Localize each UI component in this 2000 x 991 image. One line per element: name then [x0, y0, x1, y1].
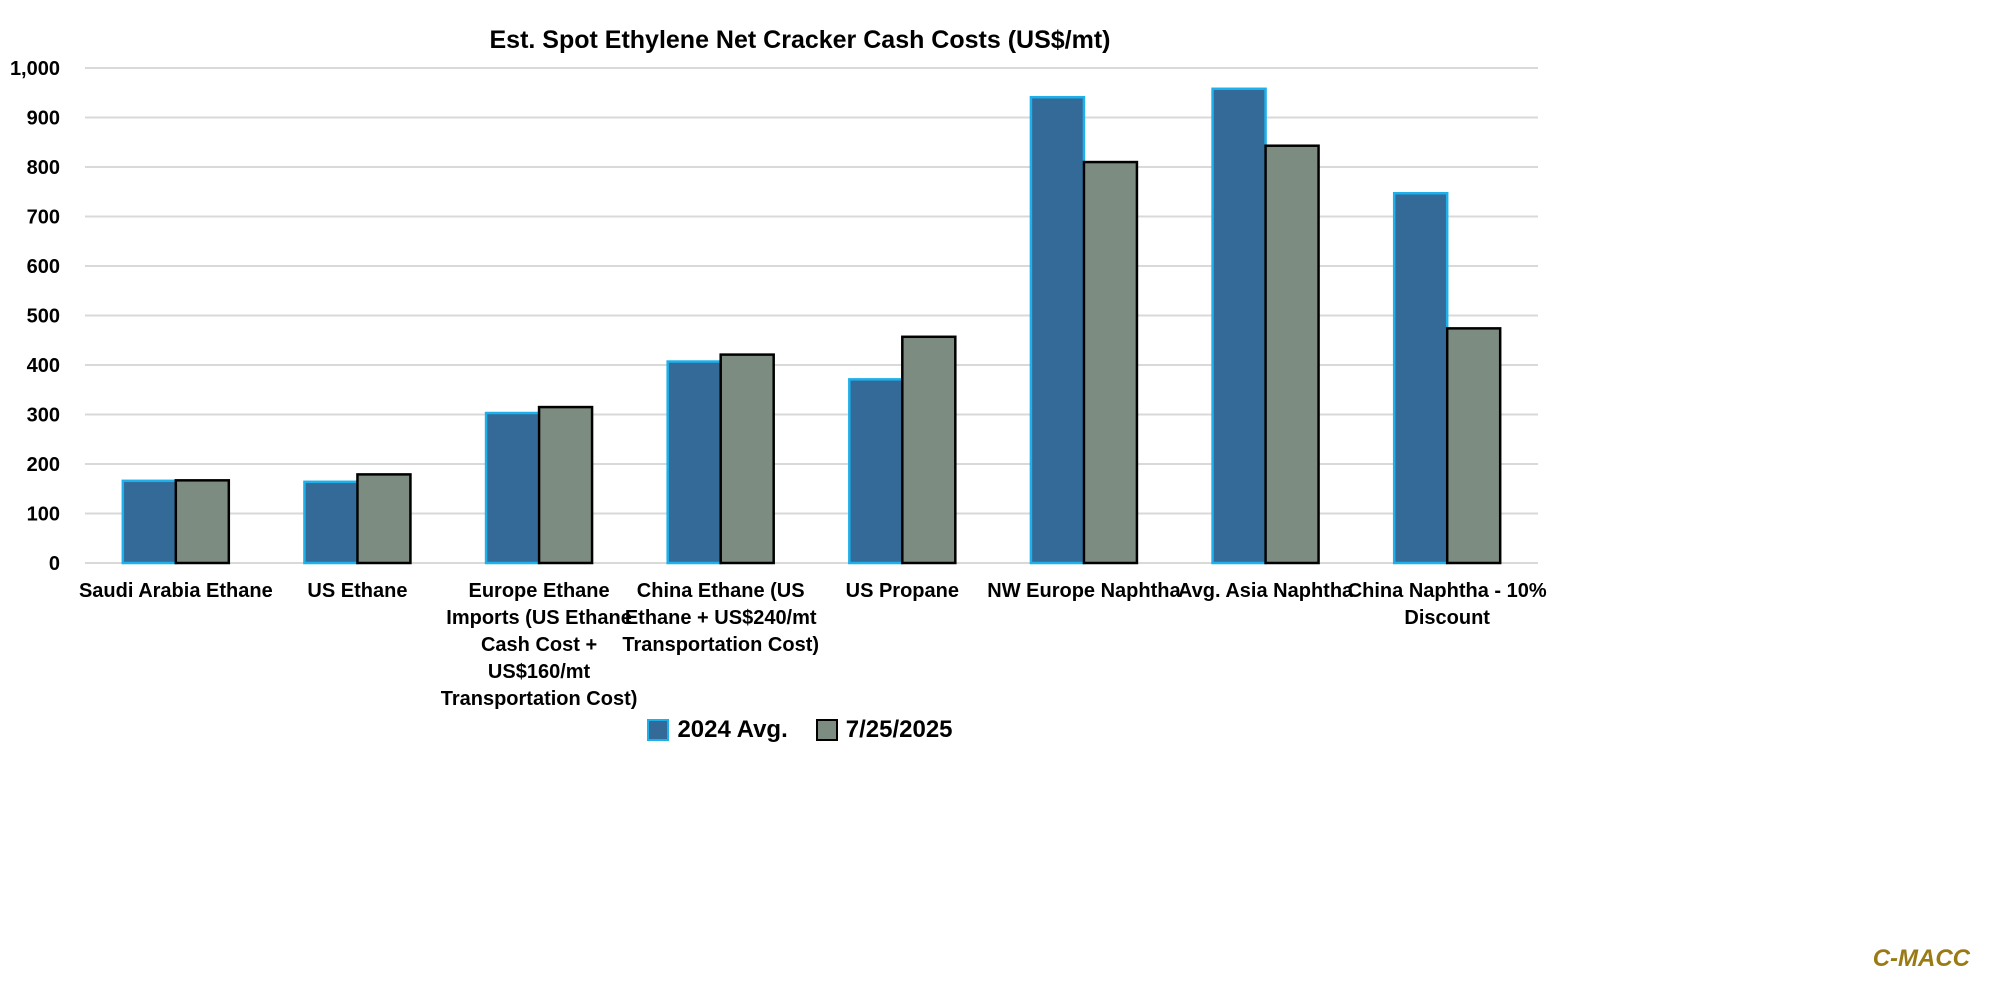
- x-tick-label: Saudi Arabia Ethane: [78, 580, 273, 602]
- y-tick-label: 500: [27, 306, 60, 328]
- x-tick-label: China Naphtha - 10% Discount: [1347, 580, 1547, 629]
- y-tick-label: 800: [27, 157, 60, 179]
- bar-2025-07-25: [901, 335, 957, 565]
- bar-2024-avg: [848, 378, 904, 565]
- legend-swatch: [815, 719, 838, 741]
- bar-2024-avg: [303, 480, 359, 565]
- bar-2025-07-25: [1264, 144, 1320, 565]
- x-tick-label: Europe Ethane Imports (US Ethane Cash Co…: [440, 580, 638, 710]
- y-tick-label: 900: [27, 108, 60, 130]
- y-tick-label: 0: [49, 553, 60, 575]
- y-tick-label: 100: [27, 504, 60, 526]
- y-tick-label: 400: [27, 355, 60, 377]
- bar-2025-07-25: [356, 473, 412, 565]
- bar-2024-avg: [121, 479, 178, 565]
- y-tick-label: 200: [27, 454, 60, 476]
- bar-2024-avg: [1211, 87, 1267, 565]
- y-tick-label: 700: [27, 207, 60, 229]
- chart-title: Est. Spot Ethylene Net Cracker Cash Cost…: [489, 26, 1111, 54]
- bar-2024-avg: [484, 411, 541, 565]
- bar-2025-07-25: [1082, 160, 1139, 565]
- legend-label: 7/25/2025: [845, 716, 953, 743]
- y-tick-label: 300: [27, 405, 60, 427]
- bar-2024-avg: [666, 360, 722, 565]
- bar-2024-avg: [1392, 191, 1449, 565]
- x-tick-label: China Ethane (US Ethane + US$240/mt Tran…: [622, 580, 820, 656]
- legend-label: 2024 Avg.: [677, 716, 788, 743]
- legend-swatch: [647, 719, 670, 741]
- bar-2025-07-25: [719, 353, 775, 565]
- legend: 2024 Avg. 7/25/2025: [0, 716, 1600, 744]
- bar-2025-07-25: [174, 479, 231, 565]
- x-tick-label: Avg. Asia Naphtha: [1177, 580, 1354, 602]
- legend-item: 7/25/2025: [815, 716, 953, 744]
- bar-2025-07-25: [1445, 327, 1502, 565]
- watermark: C-MACC: [1872, 945, 1970, 972]
- x-tick-label: NW Europe Naphtha: [987, 580, 1181, 602]
- legend-item: 2024 Avg.: [647, 716, 788, 744]
- bar-2024-avg: [1029, 95, 1086, 565]
- y-tick-label: 1,000: [10, 58, 60, 80]
- y-tick-label: 600: [27, 256, 60, 278]
- x-tick-label: US Propane: [845, 580, 959, 602]
- x-tick-label: US Ethane: [307, 580, 408, 602]
- bar-2025-07-25: [537, 405, 594, 565]
